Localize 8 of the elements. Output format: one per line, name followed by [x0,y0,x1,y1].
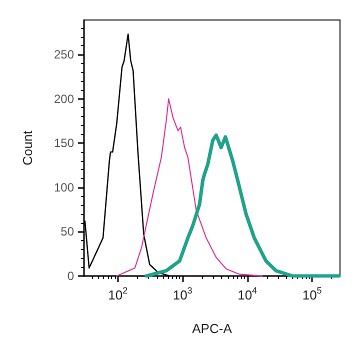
x-axis-title: APC-A [192,321,232,336]
y-tick-label: 200 [54,92,74,106]
y-tick-label: 250 [54,48,74,62]
y-tick-label: 100 [54,180,74,194]
y-tick-label: 50 [60,224,74,239]
y-tick-label: 150 [54,136,74,150]
y-axis-title: Count [20,130,35,166]
y-tick-label: 0 [67,269,74,283]
